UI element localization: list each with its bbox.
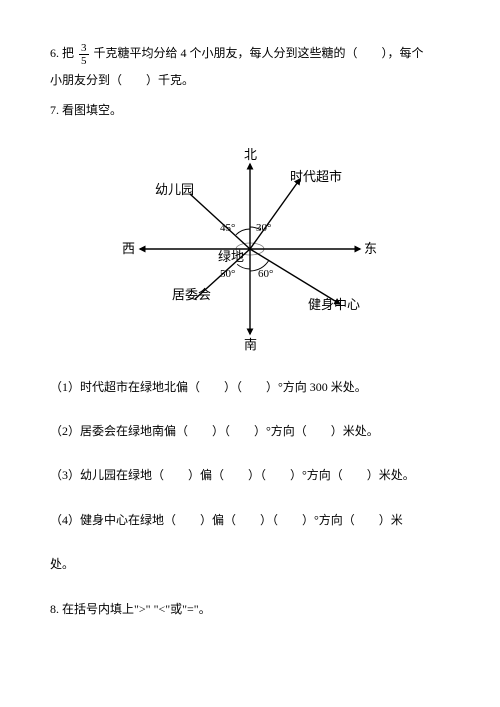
svg-text:50°: 50° (220, 268, 235, 280)
q7-sub3: （3）幼儿园在绿地（ ）偏（ ）（ ）°方向（ ）米处。 (50, 462, 450, 488)
q7-sub2: （2）居委会在绿地南偏（ ）（ ）°方向（ ）米处。 (50, 418, 450, 444)
q6-line1-rest: 千克糖平均分给 4 个小朋友，每人分到这些糖的（ ），每个 (94, 46, 424, 60)
svg-text:幼儿园: 幼儿园 (155, 182, 194, 197)
svg-text:北: 北 (244, 147, 257, 162)
q8-line: 8. 在括号内填上">" "<"或"="。 (50, 596, 450, 622)
svg-text:居委会: 居委会 (172, 287, 211, 302)
q7-sub4-tail: 处。 (50, 551, 450, 577)
diagram-wrap: 绿地 北南 东 西 幼儿园 时代超市居委会健身中心 45° 30° 50° 60° (50, 134, 450, 354)
svg-text:健身中心: 健身中心 (308, 297, 360, 312)
q7-sub4: （4）健身中心在绿地（ ）偏（ ）（ ）°方向（ ）米 (50, 507, 450, 533)
page: 6. 把 3 5 千克糖平均分给 4 个小朋友，每人分到这些糖的（ ），每个 小… (0, 0, 500, 642)
q6-line1: 6. 把 3 5 千克糖平均分给 4 个小朋友，每人分到这些糖的（ ），每个 (50, 40, 450, 67)
q6-frac-den: 5 (79, 55, 89, 67)
svg-text:南: 南 (244, 337, 257, 352)
q7-sub1: （1）时代超市在绿地北偏（ ）（ ）°方向 300 米处。 (50, 374, 450, 400)
svg-text:东: 东 (364, 241, 377, 256)
svg-text:45°: 45° (220, 222, 235, 234)
q7-title: 7. 看图填空。 (50, 97, 450, 123)
svg-text:30°: 30° (256, 222, 271, 234)
q6-frac-num: 3 (79, 42, 89, 55)
q6-line2: 小朋友分到（ ）千克。 (50, 67, 450, 93)
svg-text:绿地: 绿地 (218, 249, 244, 264)
svg-text:西: 西 (122, 241, 135, 256)
compass-diagram: 绿地 北南 东 西 幼儿园 时代超市居委会健身中心 45° 30° 50° 60° (120, 134, 380, 354)
q6-prefix: 6. 把 (50, 46, 74, 60)
svg-text:时代超市: 时代超市 (290, 169, 342, 184)
svg-text:60°: 60° (258, 268, 273, 280)
q6-fraction: 3 5 (79, 42, 89, 67)
